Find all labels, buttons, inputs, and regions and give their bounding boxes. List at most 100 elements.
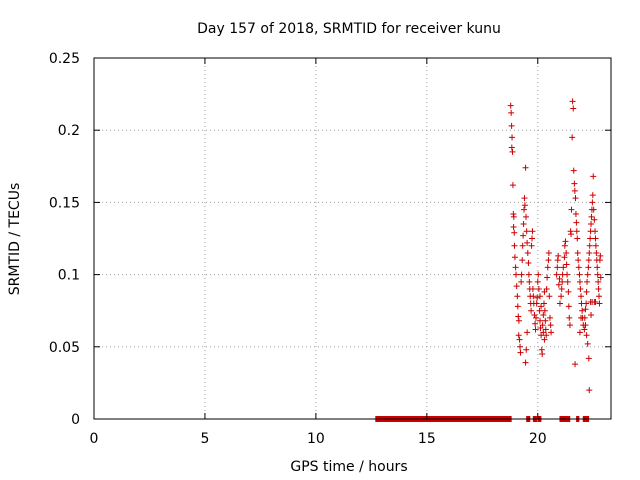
data-point [521,206,528,213]
data-point [507,102,514,109]
data-point [535,271,542,278]
data-point [578,293,585,300]
data-point [584,278,591,285]
data-point [564,278,571,285]
data-point [515,332,522,339]
tick-labels: 0 5 10 15 20 0 0.05 0.1 0.15 0.2 0.25 [49,51,547,447]
chart-title: Day 157 of 2018, SRMTID for receiver kun… [197,21,501,37]
data-point [510,223,517,230]
y-tick-label: 0.25 [49,51,80,67]
data-point [560,264,567,271]
data-point [597,274,604,281]
data-point [531,312,538,319]
data-point [509,134,516,141]
data-point [513,283,520,290]
data-point [589,192,596,199]
data-point [508,109,515,116]
data-point [529,286,536,293]
data-point [582,306,589,313]
data-point [533,300,540,307]
data-point [571,187,578,194]
data-point [533,314,540,321]
data-point [553,271,560,278]
data-point [515,317,522,324]
data-point [593,249,600,256]
data-point [515,313,522,320]
data-point [588,221,595,228]
data-point [545,257,552,264]
data-point [546,293,553,300]
data-point [584,271,591,278]
data-point [591,299,598,306]
data-points [372,98,604,422]
data-point [585,355,592,362]
data-point [558,286,565,293]
data-point [556,300,563,307]
data-point [521,195,528,202]
data-point [579,307,586,314]
data-point [519,257,526,264]
data-point [543,332,550,339]
data-point [544,274,551,281]
data-point [523,228,530,235]
data-point [585,257,592,264]
data-point [570,167,577,174]
data-point [596,300,603,307]
data-point [572,195,579,202]
data-point [576,278,583,285]
data-point [547,322,554,329]
data-point [519,242,526,249]
data-point [528,242,535,249]
x-tick-label: 5 [200,431,209,447]
data-point [536,317,543,324]
data-point [544,264,551,271]
data-point [590,173,597,180]
x-tick-label: 20 [529,431,547,447]
data-point [509,182,516,189]
data-point [572,361,579,368]
data-point [592,235,599,242]
data-point [581,314,588,321]
data-point [520,232,527,239]
data-point [513,271,520,278]
data-point [511,229,518,236]
data-point [523,213,530,220]
data-point [586,387,593,394]
data-point [522,164,529,171]
data-point [559,278,566,285]
data-point [591,216,598,223]
data-point [536,293,543,300]
data-point [592,242,599,249]
data-point [569,134,576,141]
y-tick-label: 0.15 [49,195,80,211]
data-point [584,340,591,347]
data-point [558,293,565,300]
data-point [566,314,573,321]
data-point [508,122,515,129]
data-point [597,252,604,259]
data-point [542,317,549,324]
x-axis-label: GPS time / hours [290,459,407,475]
data-point [577,286,584,293]
data-point [524,239,531,246]
data-point [510,213,517,220]
data-point [535,286,542,293]
data-point [568,231,575,238]
data-point [571,180,578,187]
data-point [594,264,601,271]
data-point [561,242,568,249]
data-point [572,210,579,217]
data-point [548,329,555,336]
data-point [539,351,546,358]
data-point [511,242,518,249]
data-point [512,264,519,271]
data-point [546,314,553,321]
data-point [545,249,552,256]
data-point [514,293,521,300]
data-point [564,271,571,278]
data-point [532,320,539,327]
y-tick-label: 0 [71,412,80,428]
data-point [573,228,580,235]
axis-ticks [93,57,611,420]
